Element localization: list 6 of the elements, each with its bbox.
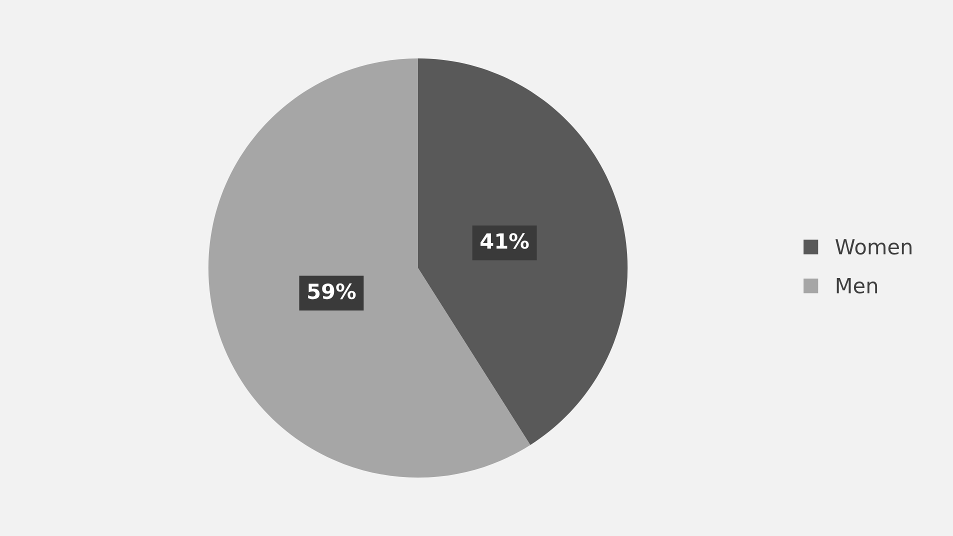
pie-slice	[418, 58, 628, 445]
legend-label: Women	[835, 239, 912, 255]
data-label: 59%	[308, 283, 356, 300]
legend-label: Men	[836, 278, 878, 294]
pie-slice	[208, 58, 530, 478]
data-label: 41%	[480, 233, 529, 249]
